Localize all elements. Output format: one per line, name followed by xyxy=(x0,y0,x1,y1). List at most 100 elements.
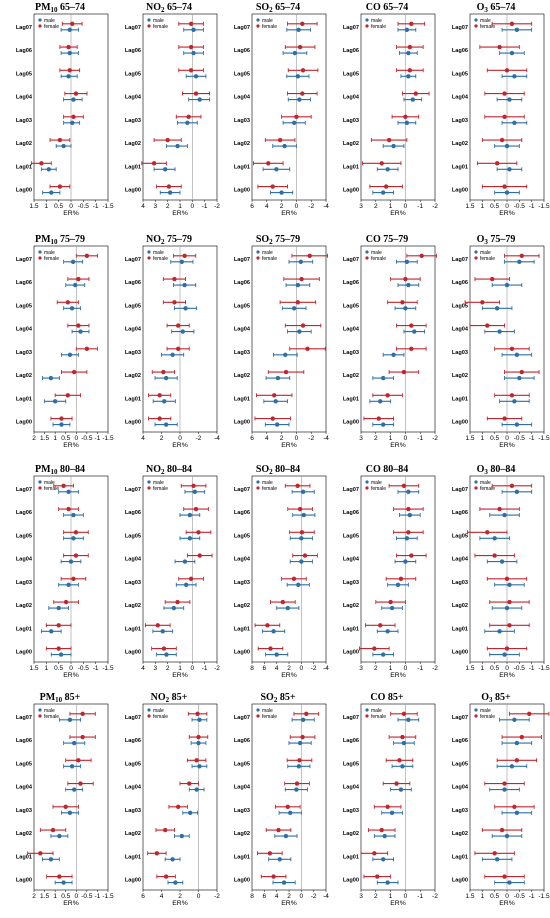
point-male xyxy=(197,97,202,102)
plot-frame xyxy=(360,245,436,433)
point-male xyxy=(71,536,76,541)
lag-label: Lag01 xyxy=(452,626,468,632)
point-male xyxy=(68,559,74,564)
x-tick-label: -1 xyxy=(529,435,535,442)
panel-title: O3 85+ xyxy=(481,692,511,704)
point-female xyxy=(195,711,200,716)
point-female xyxy=(163,874,169,879)
lag-label: Lag04 xyxy=(452,557,469,563)
point-female xyxy=(63,804,68,809)
x-tick-label: -2 xyxy=(432,893,438,900)
point-female xyxy=(514,758,520,763)
point-male xyxy=(67,27,72,32)
legend-label-female: female xyxy=(480,714,495,720)
plot-frame xyxy=(142,475,218,663)
point-female xyxy=(386,137,392,143)
legend-marker-female xyxy=(147,714,151,718)
lag-label: Lag01 xyxy=(234,164,250,170)
lag-label: Lag07 xyxy=(16,257,32,263)
legend-marker-male xyxy=(365,708,369,712)
x-tick-label: 1 xyxy=(389,665,393,672)
x-tick-label: -4 xyxy=(323,893,329,900)
point-female xyxy=(507,623,512,628)
legend-label-female: female xyxy=(480,486,495,492)
point-male xyxy=(404,120,410,125)
plot-frame xyxy=(33,245,109,433)
x-tick-label: -2 xyxy=(214,665,220,672)
legend-marker-male xyxy=(147,18,151,22)
x-tick-label: -4 xyxy=(323,203,329,210)
point-female xyxy=(419,253,424,258)
point-male xyxy=(404,259,410,264)
lag-label: Lag01 xyxy=(343,396,359,402)
legend-label-female: female xyxy=(371,256,386,262)
legend-marker-female xyxy=(365,714,369,718)
point-female xyxy=(280,599,286,605)
point-female xyxy=(71,369,77,375)
point-male xyxy=(297,97,302,102)
legend-label-female: female xyxy=(153,486,168,492)
point-female xyxy=(265,623,270,628)
lag-label: Lag05 xyxy=(452,761,468,767)
lag-label: Lag04 xyxy=(16,557,33,563)
point-male xyxy=(296,764,302,769)
point-male xyxy=(197,717,202,722)
x-tick-label: 2 xyxy=(287,893,291,900)
lag-label: Lag05 xyxy=(125,303,141,309)
x-tick-label: 0 xyxy=(295,435,299,442)
x-tick-label: 2 xyxy=(287,665,291,672)
legend-label-male: male xyxy=(44,480,55,486)
point-male xyxy=(78,329,83,334)
point-female xyxy=(186,114,191,119)
legend-marker-female xyxy=(365,486,369,490)
point-male xyxy=(163,167,168,172)
lag-label: Lag06 xyxy=(16,738,32,744)
point-female xyxy=(188,68,194,73)
x-tick-label: 0.5 xyxy=(490,665,499,672)
point-female xyxy=(372,646,377,651)
point-male xyxy=(283,833,289,839)
plot-frame xyxy=(360,703,436,891)
x-tick-label: 0 xyxy=(300,665,304,672)
point-male xyxy=(378,399,383,404)
legend-marker-female xyxy=(38,714,42,718)
lag-label: Lag02 xyxy=(343,603,359,609)
point-female xyxy=(84,253,90,258)
panel-title: O3 75–79 xyxy=(477,234,516,246)
point-female xyxy=(403,114,408,119)
x-tick-label: -0.5 xyxy=(514,665,526,672)
point-male xyxy=(298,259,304,264)
lag-label: Lag01 xyxy=(16,164,32,170)
lag-label: Lag07 xyxy=(125,487,141,493)
x-axis-label: ER% xyxy=(172,442,188,449)
legend-label-male: male xyxy=(480,708,491,714)
lag-label: Lag04 xyxy=(452,327,469,333)
lag-label: Lag07 xyxy=(452,487,468,493)
panel-title: NO2 75–79 xyxy=(146,234,192,246)
lag-label: Lag05 xyxy=(452,71,468,77)
lag-label: Lag00 xyxy=(343,420,359,426)
legend-marker-female xyxy=(38,486,42,490)
x-tick-label: 0 xyxy=(404,435,408,442)
point-female xyxy=(409,21,414,26)
lag-label: Lag07 xyxy=(452,257,468,263)
x-tick-label: 2 xyxy=(374,435,378,442)
lag-label: Lag04 xyxy=(234,95,251,101)
x-axis-label: ER% xyxy=(172,672,188,679)
point-male xyxy=(182,282,187,288)
point-male xyxy=(301,512,306,518)
lag-label: Lag01 xyxy=(234,626,250,632)
lag-label: Lag02 xyxy=(234,373,250,379)
point-male xyxy=(514,352,520,357)
lag-label: Lag02 xyxy=(16,831,32,837)
legend-label-female: female xyxy=(480,256,495,262)
lag-label: Lag00 xyxy=(16,188,32,194)
lag-label: Lag06 xyxy=(452,48,468,54)
point-female xyxy=(378,623,383,628)
x-tick-label: -1 xyxy=(529,665,535,672)
x-tick-label: -1.5 xyxy=(538,893,550,900)
point-male xyxy=(297,329,302,334)
lag-label: Lag03 xyxy=(16,808,32,814)
lag-label: Lag05 xyxy=(234,303,250,309)
point-male xyxy=(61,143,66,149)
